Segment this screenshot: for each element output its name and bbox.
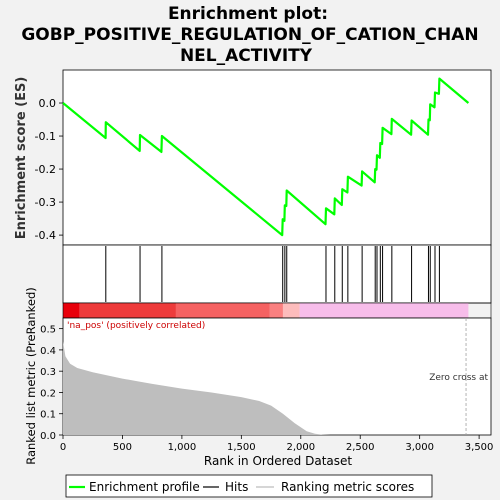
- legend: Enrichment profile Hits Ranking metric s…: [65, 474, 433, 498]
- es-y-axis-label: Enrichment score (ES): [14, 77, 29, 240]
- es-panel-background: [62, 69, 492, 246]
- metric-x-tick-label: 3,500: [465, 442, 494, 453]
- metric-x-tick-label: 500: [113, 442, 132, 453]
- legend-label-enrichment-profile: Enrichment profile: [89, 480, 200, 494]
- metric-y-tick-label: 0.3: [40, 367, 56, 378]
- es-panel: 0.0 -0.1 -0.2 -0.3 -0.4: [35, 69, 492, 246]
- es-y-tick-label: 0.0: [39, 97, 57, 110]
- metric-y-tick-label: 0.5: [40, 325, 56, 336]
- metric-x-ticks: 0 500 1,000 1,500 2,000 2,500 3,000 3,500: [60, 435, 494, 453]
- metric-y-tick-label: 0.0: [40, 431, 56, 442]
- metric-x-axis-label: Rank in Ordered Dataset: [204, 454, 352, 468]
- metric-y-tick-label: 0.1: [40, 410, 56, 421]
- ranked-metric-area: [63, 341, 469, 435]
- colorbar-segment: [175, 303, 270, 318]
- metric-x-tick-label: 2,000: [286, 442, 315, 453]
- plot-title-line3: NEL_ACTIVITY: [180, 46, 313, 66]
- metric-x-tick-label: 0: [60, 442, 66, 453]
- hits-panel-background: [62, 244, 492, 304]
- positive-correlation-label: 'na_pos' (positively correlated): [67, 321, 205, 331]
- legend-box: [65, 474, 433, 498]
- metric-x-tick-label: 2,500: [346, 442, 375, 453]
- hits-panel: [62, 244, 492, 304]
- metric-y-tick-label: 0.2: [40, 388, 56, 399]
- metric-panel: 'na_pos' (positively correlated) Zero cr…: [40, 317, 494, 453]
- metric-y-ticks: 0.0 0.1 0.2 0.3 0.4 0.5: [40, 325, 63, 442]
- colorbar-segment: [79, 303, 176, 318]
- enrichment-profile-line: [62, 77, 470, 237]
- metric-y-tick-label: 0.4: [40, 346, 56, 357]
- plot-title-line2: GOBP_POSITIVE_REGULATION_OF_CATION_CHAN: [21, 25, 478, 45]
- es-y-ticks: 0.0 -0.1 -0.2 -0.3 -0.4: [35, 97, 63, 242]
- legend-label-hits: Hits: [225, 480, 248, 494]
- colorbar-segment: [282, 303, 300, 318]
- es-y-tick-label: -0.4: [35, 229, 56, 242]
- legend-label-ranking-metric: Ranking metric scores: [281, 480, 414, 494]
- metric-x-tick-label: 3,000: [405, 442, 434, 453]
- plot-title-line1: Enrichment plot:: [168, 4, 328, 24]
- colorbar-segment: [63, 303, 80, 318]
- metric-y-axis-label: Ranked list metric (PreRanked): [24, 287, 38, 465]
- ranked-list-colorbar: [63, 303, 469, 318]
- metric-x-tick-label: 1,500: [227, 442, 256, 453]
- hit-markers: [105, 246, 440, 302]
- colorbar-segment: [299, 303, 469, 318]
- es-y-tick-label: -0.1: [35, 130, 56, 143]
- es-y-tick-label: -0.3: [35, 196, 56, 209]
- colorbar-segment: [269, 303, 283, 318]
- zero-cross-label: Zero cross at: [429, 373, 488, 383]
- metric-x-tick-label: 1,000: [168, 442, 197, 453]
- es-y-tick-label: -0.2: [35, 163, 56, 176]
